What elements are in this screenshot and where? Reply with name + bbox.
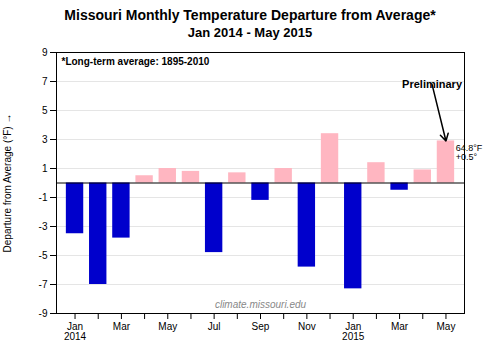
svg-text:64.8°F+0.5°: 64.8°F+0.5° (456, 143, 483, 162)
svg-text:Departure from Average (°F) →: Departure from Average (°F) → (2, 114, 13, 253)
html-text:Missouri Monthly Temperature D: Missouri Monthly Temperature Departure f… (64, 7, 436, 23)
svg-text:3: 3 (42, 134, 48, 145)
svg-text:Sep: Sep (252, 321, 270, 332)
svg-text:Jul: Jul (208, 321, 221, 332)
svg-text:Nov: Nov (298, 321, 316, 332)
svg-text:-7: -7 (39, 279, 48, 290)
svg-text:May: May (158, 321, 177, 332)
svg-text:Mar: Mar (391, 321, 409, 332)
svg-text:Mar: Mar (113, 321, 131, 332)
svg-text:*Long-term average: 1895-2010: *Long-term average: 1895-2010 (62, 56, 210, 67)
svg-text:Jan2015: Jan2015 (342, 321, 365, 342)
svg-text:-5: -5 (39, 250, 48, 261)
svg-text:-1: -1 (39, 192, 48, 203)
svg-text:9: 9 (42, 47, 48, 58)
svg-text:-3: -3 (39, 221, 48, 232)
svg-text:-9: -9 (39, 308, 48, 319)
html-text:Jan 2014 - May 2015: Jan 2014 - May 2015 (187, 25, 313, 40)
svg-text:7: 7 (42, 76, 48, 87)
svg-text:Preliminary: Preliminary (402, 78, 463, 90)
svg-text:5: 5 (42, 105, 48, 116)
svg-text:1: 1 (42, 163, 48, 174)
svg-text:climate.missouri.edu: climate.missouri.edu (215, 299, 307, 310)
svg-text:May: May (437, 321, 456, 332)
svg-text:Jan2014: Jan2014 (64, 321, 87, 342)
